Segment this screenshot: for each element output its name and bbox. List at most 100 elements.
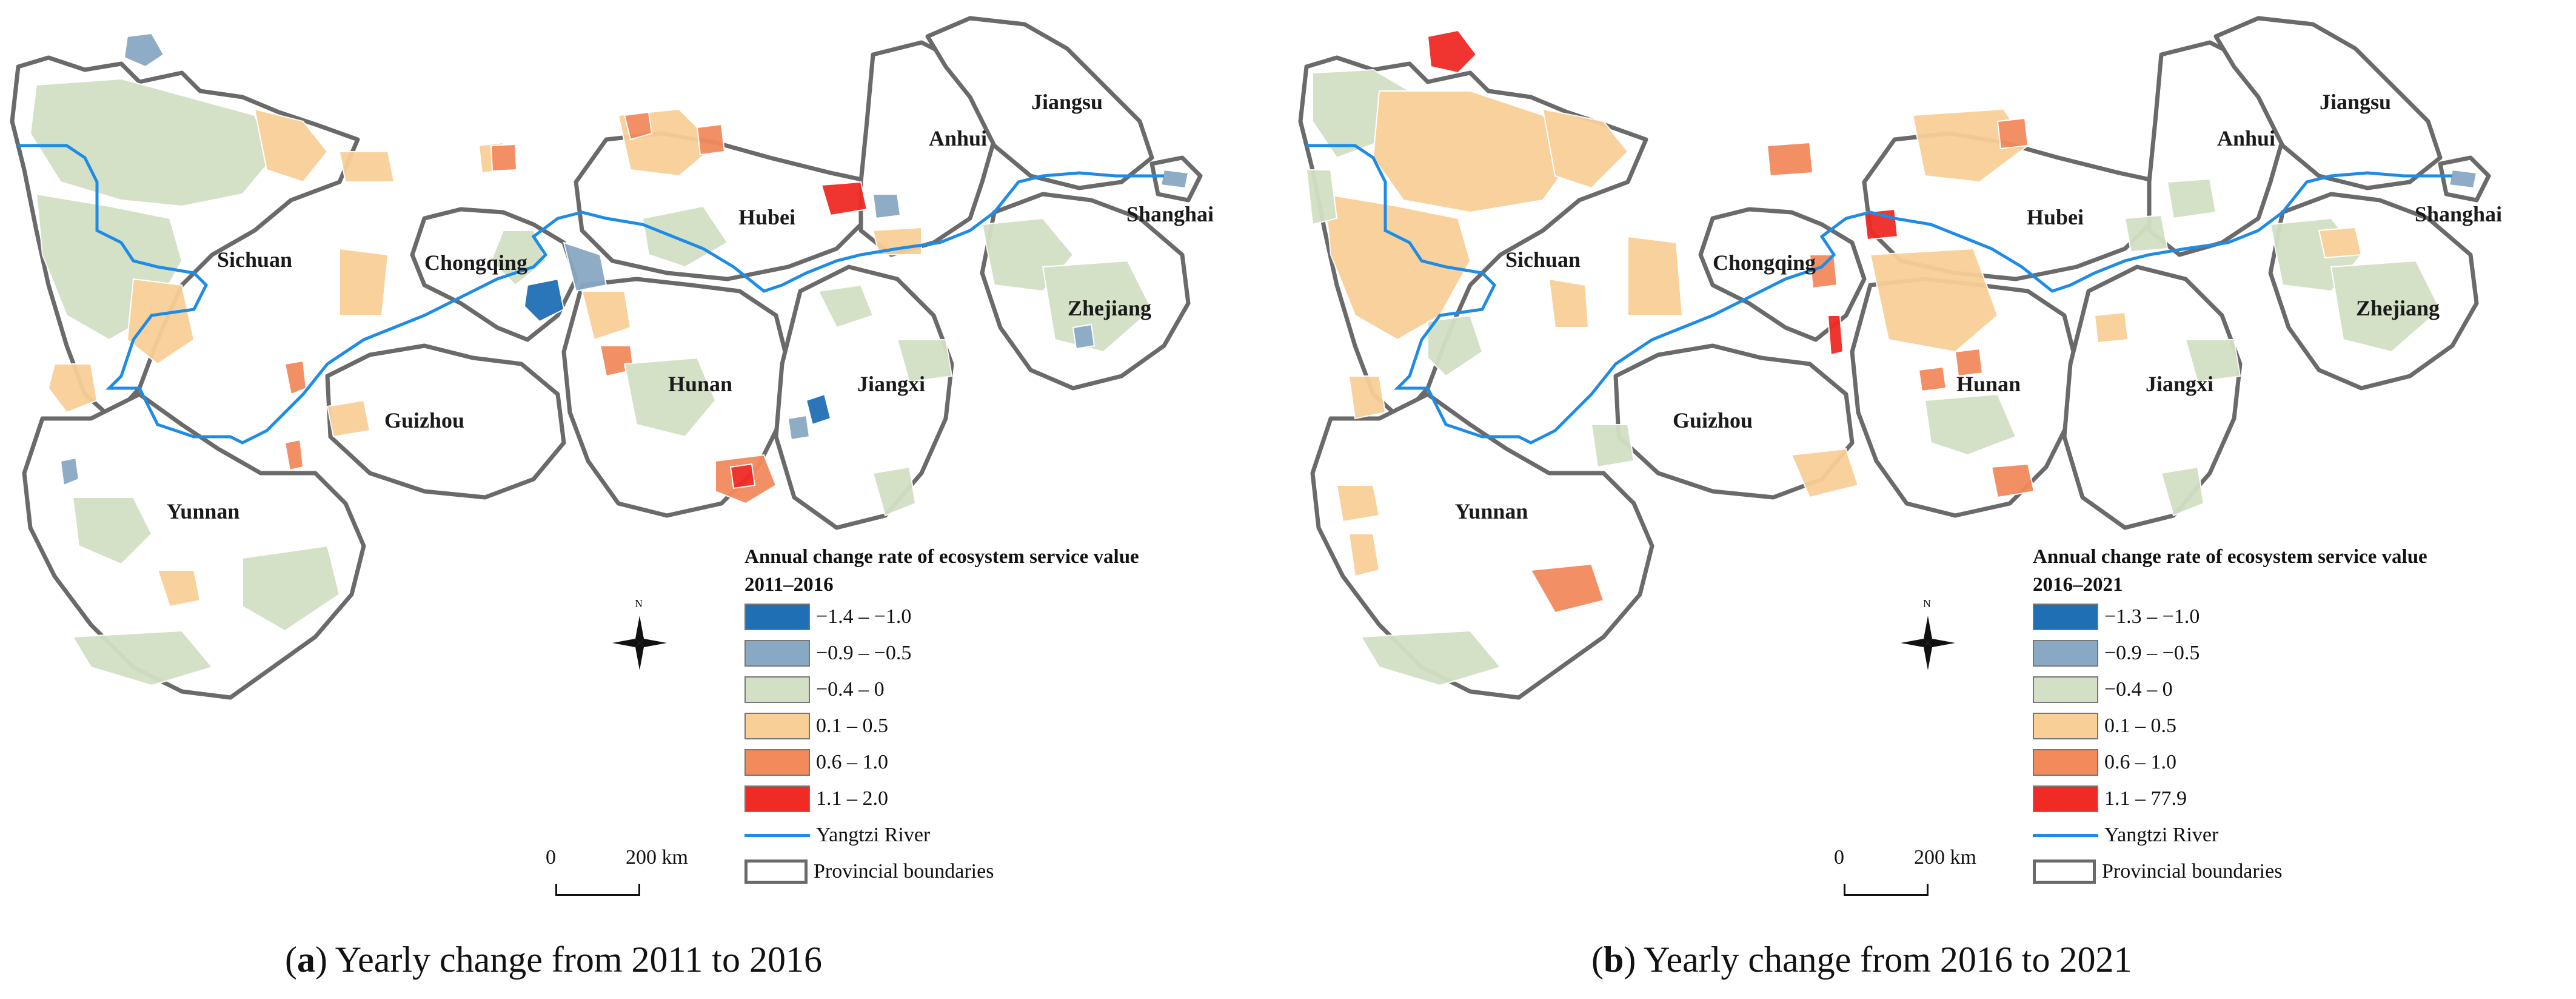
unit (339, 247, 389, 316)
legend-class-label: 0.1 – 0.5 (2104, 715, 2176, 737)
label-jiangsu: Jiangsu (2320, 90, 2391, 114)
unit (787, 414, 811, 441)
label-chongqing: Chongqing (1713, 251, 1816, 275)
scale-distance: 200 km (626, 846, 688, 869)
boundary-swatch (2033, 859, 2096, 884)
unit (1548, 278, 1590, 328)
unit (729, 463, 756, 489)
boundary-yunnan (1310, 392, 1654, 700)
legend-class-label: 1.1 – 77.9 (2104, 787, 2187, 810)
label-zhejiang: Zhejiang (2356, 296, 2440, 320)
map-canvas-a: Sichuan Chongqing Hubei Anhui Jiangsu Sh… (10, 16, 1214, 700)
caption-b: (b) Yearly change from 2016 to 2021 (1591, 940, 2132, 980)
label-shanghai: Shanghai (2415, 202, 2502, 226)
legend-class-row: 0.6 – 1.0 (744, 744, 1278, 781)
legend-class-label: −0.4 – 0 (2104, 678, 2173, 701)
legend: Annual change rate of ecosystem service … (744, 543, 1278, 890)
label-shanghai: Shanghai (1126, 202, 1214, 226)
label-hunan: Hunan (668, 372, 732, 396)
scale-line (1844, 884, 1929, 896)
north-letter: N (1923, 597, 1931, 610)
legend-classes: −1.3 – −1.0 −0.9 – −0.5 −0.4 – 0 0.1 – 0.5 0… (2033, 599, 2566, 817)
unit (2160, 466, 2205, 517)
river-swatch (744, 822, 810, 849)
unit (29, 78, 274, 207)
unit (872, 466, 917, 517)
boundary-swatch (744, 859, 808, 884)
label-yunnan: Yunnan (1455, 499, 1528, 523)
unit (1766, 141, 1814, 177)
label-guizhou: Guizhou (1673, 408, 1753, 432)
unit (563, 241, 607, 292)
boundary-jiangsu (925, 16, 1154, 190)
unit (1590, 424, 1635, 468)
scale-bar: 0 200 km (546, 846, 688, 901)
unit (253, 108, 329, 183)
scale-zero: 0 (546, 846, 556, 869)
unit (126, 278, 195, 365)
boundary-jiangxi (774, 264, 954, 530)
unit (1160, 169, 1189, 189)
unit (1530, 563, 1605, 614)
unit (242, 545, 341, 632)
label-jiangxi: Jiangxi (2146, 372, 2213, 396)
legend-class-label: 0.6 – 1.0 (2104, 751, 2176, 773)
legend-period: 2011–2016 (744, 574, 834, 596)
label-jiangsu: Jiangsu (1031, 90, 1103, 114)
north-arrow: N (609, 597, 670, 676)
unit (47, 363, 98, 414)
legend-classes: −1.4 – −1.0 −0.9 – −0.5 −0.4 – 0 0.1 – 0.5 0… (744, 599, 1278, 817)
unit (623, 111, 653, 141)
unit (1042, 260, 1153, 353)
legend-swatch (2033, 604, 2098, 630)
scale-distance: 200 km (1914, 846, 1976, 869)
yangtze-river (18, 144, 1164, 445)
unit (896, 339, 953, 383)
unit (2330, 260, 2441, 353)
unit (1790, 448, 1859, 499)
unit (1627, 235, 1684, 316)
legend-river-label: Yangtzi River (2104, 824, 2219, 846)
unit (1990, 463, 2035, 499)
label-sichuan: Sichuan (217, 247, 292, 272)
legend-swatch (744, 749, 810, 776)
scale-zero: 0 (1834, 846, 1844, 869)
map-panel-b: Sichuan Chongqing Hubei Anhui Jiangsu Sh… (1288, 0, 2576, 999)
unit (1427, 314, 1484, 377)
legend-class-row: −1.3 – −1.0 (2033, 599, 2566, 635)
legend-boundary: Provincial boundaries (744, 853, 1278, 890)
label-sichuan: Sichuan (1505, 247, 1581, 272)
legend: Annual change rate of ecosystem service … (2033, 543, 2566, 890)
unit (2184, 339, 2241, 383)
province-labels: Sichuan Chongqing Hubei Anhui Jiangsu Sh… (167, 90, 1214, 523)
boundary-guizhou (325, 343, 566, 500)
map-panel-a: Sichuan Chongqing Hubei Anhui Jiangsu Sh… (10, 16, 1278, 980)
boundary-jiangxi (2062, 264, 2243, 530)
unit (1348, 533, 1380, 577)
legend-boundary-label: Provincial boundaries (814, 860, 994, 883)
unit (805, 393, 832, 426)
legend-class-row: −0.9 – −0.5 (744, 635, 1278, 671)
legend-class-row: 1.1 – 77.9 (2033, 781, 2566, 817)
caption-text: Yearly change from 2016 to 2021 (1644, 940, 2132, 980)
legend-class-row: 0.1 – 0.5 (744, 708, 1278, 744)
legend-swatch (744, 640, 810, 667)
label-chongqing: Chongqing (424, 251, 527, 275)
unit (696, 123, 726, 156)
yangtze-river (1306, 144, 2452, 445)
legend-swatch (2033, 785, 2098, 812)
caption-letter: a (296, 940, 315, 980)
unit (1305, 169, 1338, 226)
legend-class-row: 0.1 – 0.5 (2033, 708, 2566, 744)
legend-class-label: −1.4 – −1.0 (816, 605, 912, 628)
map-canvas-b: Sichuan Chongqing Hubei Anhui Jiangsu Sh… (1298, 16, 2502, 700)
unit (523, 278, 565, 323)
unit (581, 291, 632, 341)
unit (490, 230, 547, 286)
unit (1427, 29, 1477, 74)
legend-class-row: −0.4 – 0 (744, 671, 1278, 708)
legend-boundary: Provincial boundaries (2033, 853, 2566, 890)
unit (123, 32, 165, 68)
unit (338, 151, 395, 183)
unit (817, 284, 874, 329)
